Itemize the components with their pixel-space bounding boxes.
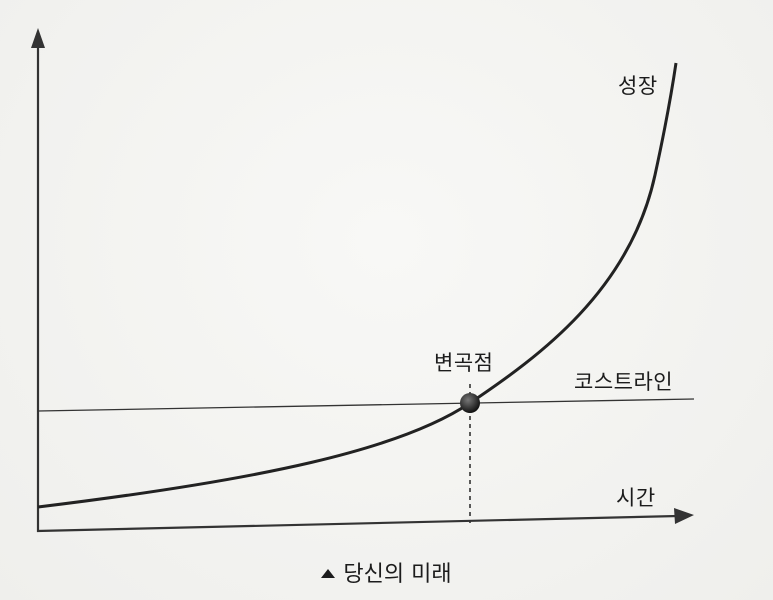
inflection-label: 변곡점 <box>434 351 494 375</box>
cost-line <box>37 398 695 412</box>
growth-label: 성장 <box>618 74 658 98</box>
triangle-up-icon <box>321 569 336 578</box>
time-axis-label: 시간 <box>616 486 656 510</box>
x-axis <box>36 514 679 533</box>
x-axis-arrowhead <box>674 508 694 524</box>
y-axis-arrowhead <box>31 28 45 48</box>
caption-text: 당신의 미래 <box>343 562 452 587</box>
figure-caption: 당신의 미래 <box>0 556 773 588</box>
cost-line-label: 코스트라인 <box>574 370 674 394</box>
inflection-point-marker <box>460 393 480 413</box>
growth-curve <box>37 62 678 509</box>
